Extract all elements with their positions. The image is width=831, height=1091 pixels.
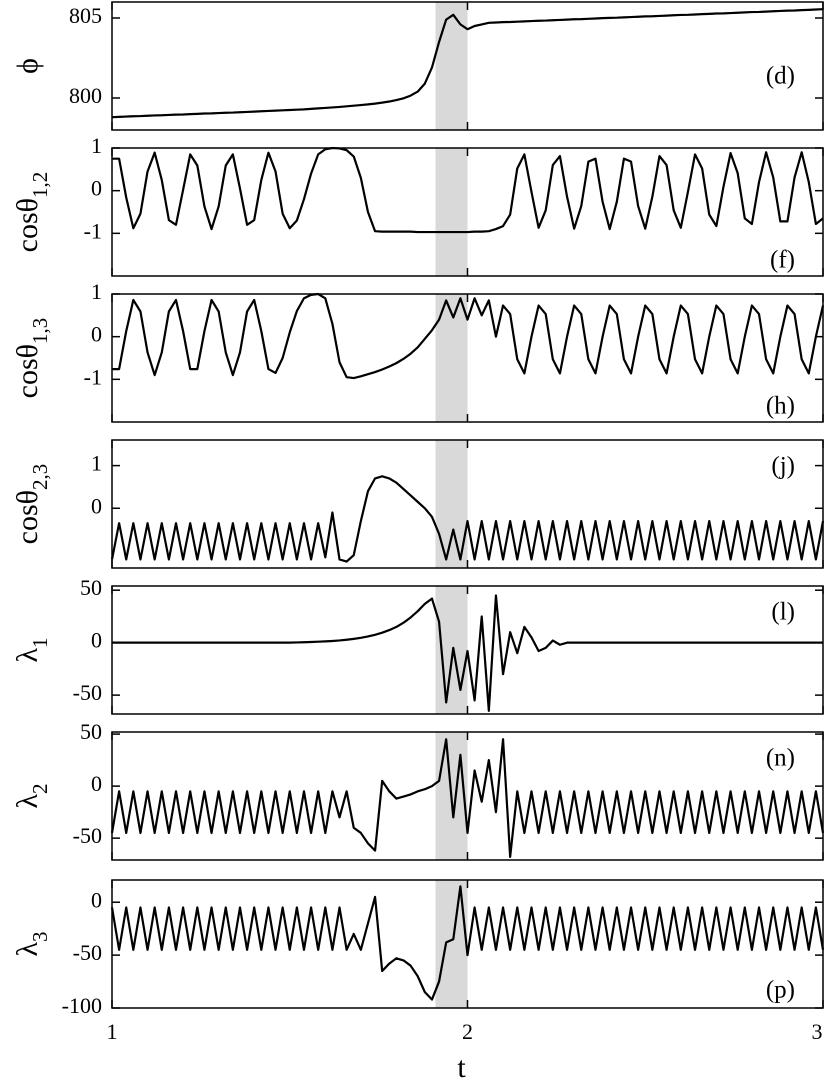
y-axis-label-main: λ: [11, 794, 44, 809]
y-axis-label-sub: 3: [28, 931, 52, 942]
y-tick-label: 0: [91, 176, 102, 201]
y-tick-label: -1: [84, 218, 102, 243]
y-axis-label: ϕ: [11, 58, 44, 74]
x-axis-label: t: [457, 1051, 466, 1084]
y-tick-label: 0: [91, 887, 102, 912]
x-tick-label: 1: [107, 1019, 118, 1044]
data-line: [110, 475, 825, 563]
y-axis-label-main: λ: [11, 648, 44, 663]
plot-frame: [111, 1, 824, 131]
y-tick-label: 0: [91, 493, 102, 518]
y-axis-label: λ2: [11, 783, 52, 808]
y-tick-label: 1: [91, 279, 102, 304]
x-tick-label: 3: [812, 1019, 823, 1044]
y-axis-label-sub: 1,2: [28, 172, 52, 198]
y-tick-label: 0: [91, 322, 102, 347]
y-tick-label: 0: [91, 628, 102, 653]
plot-frame: [111, 585, 824, 715]
highlight-band: [435, 148, 468, 276]
highlight-band: [435, 2, 468, 130]
y-axis-label-sub: 2: [28, 783, 52, 794]
y-tick-label: -50: [73, 680, 102, 705]
y-tick-label: 50: [80, 575, 102, 600]
y-tick-label: 0: [91, 771, 102, 796]
y-axis-label-main: λ: [11, 942, 44, 957]
y-tick-label: 800: [69, 83, 102, 108]
y-axis-label-main: cosθ: [11, 198, 44, 252]
plot-frame: [111, 439, 824, 569]
y-tick-label: -50: [73, 940, 102, 965]
y-axis-label: λ1: [11, 637, 52, 662]
y-axis-label: cosθ2,3: [11, 464, 52, 545]
y-tick-label: 1: [91, 133, 102, 158]
y-tick-label: -100: [62, 993, 102, 1018]
y-axis-label-main: cosθ: [11, 344, 44, 398]
data-line: [111, 8, 824, 119]
y-tick-label: 50: [80, 719, 102, 744]
y-axis-label-main: ϕ: [11, 58, 44, 74]
panel-label: (h): [766, 393, 795, 420]
plot-frame: [111, 293, 824, 423]
x-tick-label: 2: [462, 1019, 473, 1044]
y-tick-label: -50: [73, 823, 102, 848]
panel-label: (n): [766, 745, 795, 772]
panel-label: (p): [766, 977, 795, 1004]
y-tick-label: -1: [84, 364, 102, 389]
y-tick-label: 1: [91, 451, 102, 476]
y-axis-label: cosθ1,3: [11, 318, 52, 399]
y-axis-label-main: cosθ: [11, 490, 44, 544]
y-axis-label: cosθ1,2: [11, 172, 52, 253]
panel-label: (f): [770, 247, 795, 274]
data-line: [110, 738, 825, 858]
data-line: [112, 594, 823, 712]
y-tick-label: 805: [69, 3, 102, 28]
plot-frame: [111, 147, 824, 277]
panel-label: (j): [771, 453, 795, 480]
y-axis-label-sub: 1: [28, 637, 52, 648]
panel-label: (l): [771, 599, 795, 626]
plot-frame: [111, 879, 824, 1009]
y-axis-label-sub: 2,3: [28, 464, 52, 490]
panel-label: (d): [766, 63, 795, 90]
data-line: [112, 292, 825, 380]
data-line: [110, 885, 825, 1001]
plot-frame: [111, 731, 824, 861]
highlight-band: [435, 586, 468, 714]
y-axis-label: λ3: [11, 931, 52, 956]
y-axis-label-sub: 1,3: [28, 318, 52, 344]
data-line: [112, 146, 824, 234]
